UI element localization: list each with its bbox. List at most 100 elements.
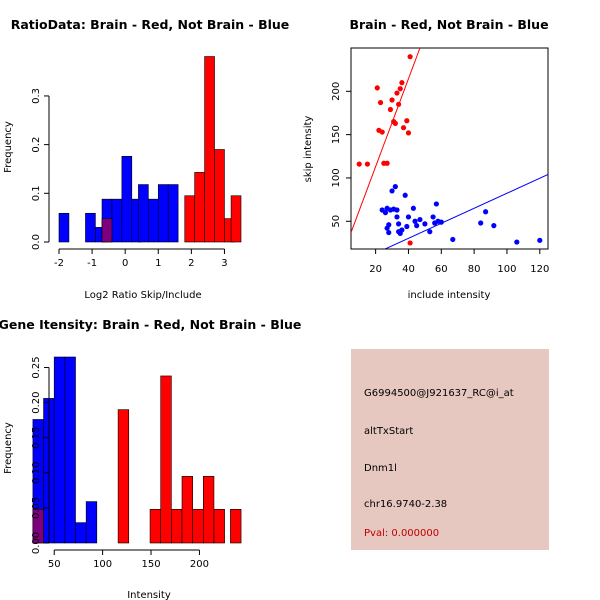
x-tick-label: 150 [141,559,160,570]
skip-scatter-ylabel: skip intensity [303,116,314,183]
not-brain-point [389,188,395,194]
not-brain-bar [58,212,70,243]
not-brain-point [433,201,439,207]
brain-point [405,130,412,136]
y-tick-label: 50 [331,215,342,228]
ratio-histogram-axes: -2 -1 0 1 2 3 0.0 0.1 0.2 0.3 [31,88,228,269]
info-panel: G6994500@J921637_RC@i_at altTxStart Dnm1… [351,349,549,550]
not-brain-point [427,229,433,235]
brain-point [404,118,410,124]
not-brain-bar [111,198,123,243]
y-tick-label: 0.0 [31,234,42,250]
not-brain-point [394,214,400,220]
not-brain-point [478,220,484,226]
not-brain-point [382,210,389,216]
not-brain-point [417,216,423,223]
y-tick-label: 0.05 [31,497,42,519]
ratio-histogram-ylabel: Frequency [3,121,14,173]
not-brain-point [422,221,428,227]
ratio-histogram-xlabel: Log2 Ratio Skip/Include [84,290,201,301]
x-tick-label: 20 [369,264,382,275]
brain-point [399,80,405,86]
not-brain-point [402,192,408,198]
brain-point [400,125,407,131]
not-brain-point [414,223,420,229]
y-tick-label: 0.25 [31,356,42,378]
brain-point [377,99,384,106]
not-brain-point [394,207,400,213]
brain-point [394,90,400,96]
not-brain-bar [121,156,133,243]
brain-point [389,97,395,103]
brain-point [379,129,385,135]
y-tick-label: 200 [331,82,342,101]
x-tick-label: -2 [54,258,64,269]
probe-id-text: G6994500@J921637_RC@i_at [364,388,514,399]
x-tick-label: 80 [468,264,481,275]
not-brain-fit-line [383,174,548,249]
brain-bar [204,56,215,243]
y-tick-label: 0.3 [31,88,42,104]
brain-bar [203,476,215,544]
not-brain-bar [53,356,66,544]
y-tick-label: 0.2 [31,137,42,153]
not-brain-point [386,222,392,228]
not-brain-point [405,214,412,220]
not-brain-bar [85,501,98,544]
not-brain-point [483,209,489,215]
brain-bar [230,509,242,544]
brain-point [396,101,402,107]
not-brain-bar [64,356,76,544]
gene-name-text: Dnm1l [364,463,397,474]
not-brain-bar [157,184,169,243]
brain-point [387,106,393,113]
y-tick-label: 0.1 [31,185,42,201]
not-brain-point [537,237,543,243]
ratio-histogram-bars [58,56,242,243]
intensity-histogram-xlabel: Intensity [127,590,171,600]
x-tick-label: 40 [402,264,415,275]
x-tick-label: 100 [93,559,112,570]
x-tick-label: 120 [530,264,549,275]
y-tick-label: 0.20 [31,391,42,413]
intensity-histogram-axes: 50 100 150 200 0.00 0.05 0.10 0.15 0.20 0.25 [31,356,209,570]
brain-bar [160,375,172,544]
not-brain-point [410,205,416,211]
not-brain-point [450,236,456,243]
skip-scatter-title: Brain - Red, Not Brain - Blue [349,17,548,32]
brain-bar [194,172,205,243]
skip-scatter-marks [351,48,548,249]
not-brain-point [430,214,436,220]
y-tick-label: 150 [331,125,342,144]
brain-point [397,86,403,92]
pval-text: Pval: 0.000000 [364,528,439,539]
event-type-text: altTxStart [364,426,413,437]
x-tick-label: 2 [188,258,194,269]
brain-point [384,160,390,166]
not-brain-bar [167,184,179,243]
not-brain-point [386,229,392,236]
not-brain-bar [75,522,87,544]
not-brain-bar [85,212,96,243]
ratio-histogram-panel: RatioData: Brain - Red, Not Brain - Blue… [3,17,289,301]
brain-bar [192,509,204,544]
x-tick-label: 60 [435,264,448,275]
y-tick-label: 0.00 [31,532,42,554]
brain-fit-line [351,48,421,233]
x-tick-label: -1 [87,258,97,269]
brain-bar [230,195,242,243]
x-tick-label: 50 [48,559,61,570]
info-panel-background [351,349,549,550]
brain-bar [214,149,225,243]
skip-scatter-panel: Brain - Red, Not Brain - Blue include in… [303,17,549,301]
x-tick-label: 1 [155,258,161,269]
brain-point [364,161,371,167]
y-tick-label: 100 [331,168,342,187]
x-tick-label: 0 [122,258,128,269]
skip-scatter-frame [350,47,549,250]
y-tick-label: 0.10 [31,462,42,484]
overlap-bar [101,218,113,243]
intensity-histogram-title: Gene Itensity: Brain - Red, Not Brain - … [0,317,301,332]
overlap-bar [32,509,44,544]
